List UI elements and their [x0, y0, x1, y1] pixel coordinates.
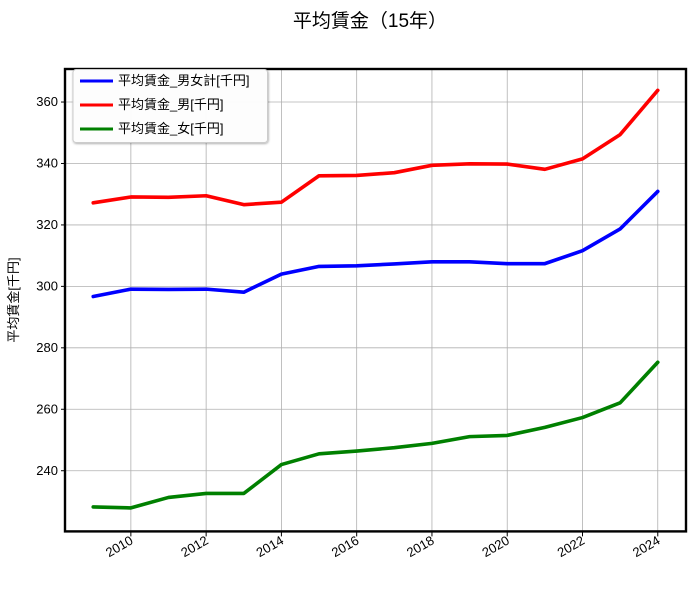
- svg-text:360: 360: [36, 94, 58, 109]
- svg-text:2024: 2024: [630, 533, 663, 560]
- svg-text:2014: 2014: [254, 533, 287, 560]
- svg-text:280: 280: [36, 340, 58, 355]
- svg-text:2010: 2010: [103, 533, 136, 560]
- svg-text:320: 320: [36, 217, 58, 232]
- svg-text:240: 240: [36, 463, 58, 478]
- svg-text:300: 300: [36, 279, 58, 294]
- svg-text:2020: 2020: [479, 533, 512, 560]
- svg-text:340: 340: [36, 156, 58, 171]
- svg-text:2022: 2022: [555, 533, 588, 560]
- svg-text:平均賃金_男女計[千円]: 平均賃金_男女計[千円]: [118, 73, 249, 88]
- svg-text:2016: 2016: [329, 533, 362, 560]
- svg-text:平均賃金_女[千円]: 平均賃金_女[千円]: [118, 121, 223, 136]
- svg-text:2012: 2012: [178, 533, 211, 560]
- svg-text:平均賃金[千円]: 平均賃金[千円]: [6, 257, 21, 342]
- svg-text:2018: 2018: [404, 533, 437, 560]
- svg-text:260: 260: [36, 402, 58, 417]
- svg-text:平均賃金_男[千円]: 平均賃金_男[千円]: [118, 97, 223, 112]
